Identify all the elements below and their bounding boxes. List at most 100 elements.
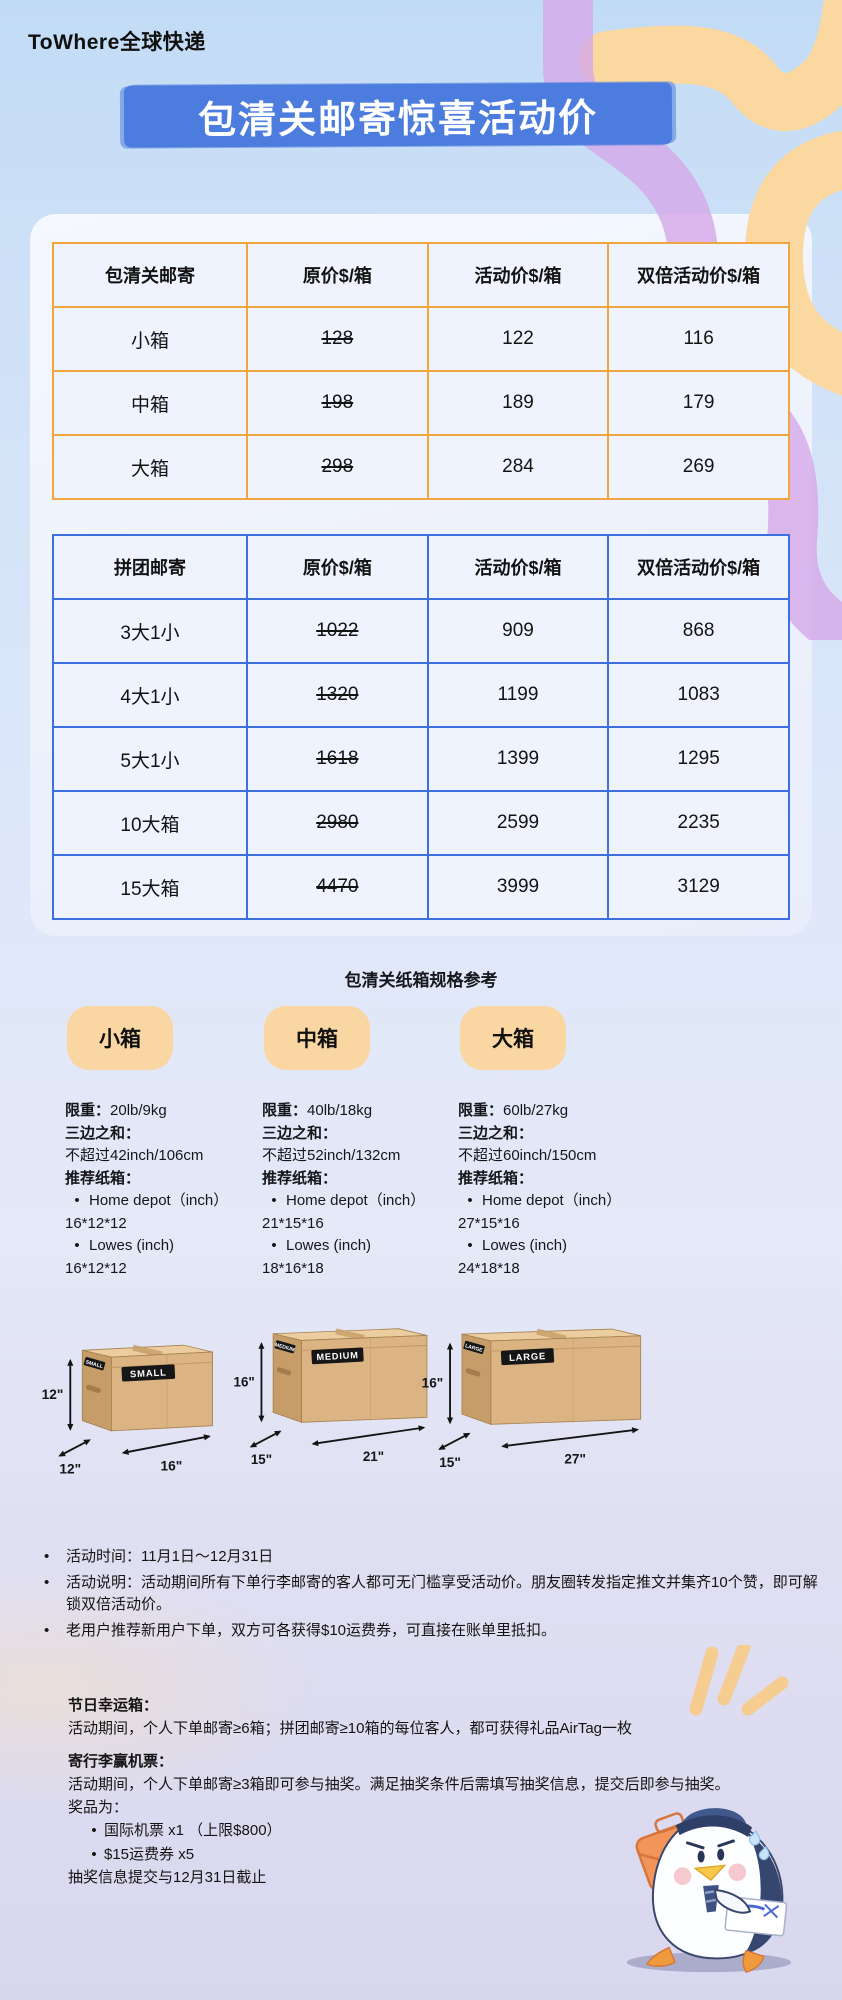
header-cell: 原价$/箱 [246,534,429,600]
row-label-cell: 大箱 [52,434,248,500]
recommend-label-line: 推荐纸箱： [262,1169,338,1187]
header-cell: 双倍活动价$/箱 [607,242,790,308]
header-cell: 包清关邮寄 [52,242,248,308]
recommend-item: • Home depot（inch） [65,1190,252,1213]
double-promo-price-cell: 3129 [607,854,790,920]
price-card: 包清关邮寄 原价$/箱 活动价$/箱 双倍活动价$/箱 小箱 128 122 116 中箱 198… [30,214,812,936]
table-row: 4大1小 1320 1199 1083 [52,662,790,728]
spec-column: 大箱限重：60lb/27kg 三边之和： 不超过60inch/150cm 推荐纸箱： •… [458,1006,658,1280]
prize-item: • $15运费券 x5 [84,1843,813,1866]
recommend-dims: 18*16*18 [262,1259,324,1277]
recommend-name: Home depot（inch） [482,1192,622,1209]
table-row: 10大箱 2980 2599 2235 [52,790,790,856]
recommend-item: • Lowes (inch) [458,1235,648,1258]
table-row: 3大1小 1022 909 868 [52,598,790,664]
brand-logo-text: ToWhere全球快递 [28,31,206,54]
envelope-icon [724,1896,788,1937]
row-label-cell: 小箱 [52,306,248,372]
table-header-row: 拼团邮寄 原价$/箱 活动价$/箱 双倍活动价$/箱 [52,534,790,600]
promo-price-cell: 2599 [426,790,610,856]
prizes-label: 奖品为： [68,1799,129,1816]
svg-text:12": 12" [42,1387,64,1402]
svg-text:LARGE: LARGE [464,1343,483,1354]
recommend-name: Home depot（inch） [89,1192,229,1209]
row-label-cell: 中箱 [52,370,248,436]
original-price-cell: 1022 [246,598,429,664]
recommend-item: • Home depot（inch） [458,1190,648,1213]
note-text: 活动说明：活动期间所有下单行李邮寄的客人都可无门槛享受活动价。朋友圈转发指定推文… [66,1573,818,1614]
recommend-name: Lowes (inch) [482,1237,568,1254]
spec-text: 限重：40lb/18kg 三边之和： 不超过52inch/132cm 推荐纸箱： • Ho… [262,1100,458,1280]
recommend-label-line: 推荐纸箱： [65,1169,141,1187]
double-promo-price-cell: 179 [607,370,790,436]
double-promo-price-cell: 1295 [607,726,790,792]
recommend-dims: 27*15*16 [458,1214,520,1232]
page-title: 包清关邮寄惊喜活动价 [197,97,599,142]
lucky-box-body: 活动期间，个人下单邮寄≥6箱；拼团邮寄≥10箱的每位客人，都可获得礼品AirTa… [68,1720,633,1738]
svg-text:SMALL: SMALL [85,1359,104,1370]
spec-section-heading: 包清关纸箱规格参考 [344,971,498,990]
table-header-row: 包清关邮寄 原价$/箱 活动价$/箱 双倍活动价$/箱 [52,242,790,308]
original-price-cell: 1618 [246,726,429,792]
mascot-shadow [626,1952,792,1973]
prizes-list: • 国际机票 x1 （上限$800） • $15运费券 x5 [68,1819,813,1866]
recommend-item: • Home depot（inch） [262,1190,448,1213]
header-cell: 活动价$/箱 [426,242,610,308]
spec-text: 限重：20lb/9kg 三边之和： 不超过42inch/106cm 推荐纸箱： • Hom… [65,1100,262,1280]
box-size-badge: 大箱 [460,1006,566,1070]
double-promo-price-cell: 868 [607,598,790,664]
row-label-cell: 3大1小 [52,598,248,664]
recommend-name: Home depot（inch） [286,1192,426,1209]
prize-item: • 国际机票 x1 （上限$800） [84,1819,813,1842]
promo-section: 节日幸运箱： 活动期间，个人下单邮寄≥6箱；拼团邮寄≥10箱的每位客人，都可获得… [68,1694,813,1889]
ticket-title: 寄行李赢机票： [68,1752,174,1770]
original-price-cell: 4470 [246,854,429,920]
sum-value-line: 不超过52inch/132cm [262,1147,401,1164]
box-illustration-large: LARGE LARGE 16" 15" 27" [416,1312,656,1472]
header-cell: 活动价$/箱 [426,534,610,600]
sum-value-line: 不超过42inch/106cm [65,1147,204,1164]
table-row: 大箱 298 284 269 [52,434,790,500]
note-item: • 老用户推荐新用户下单，双方可各获得$10运费券，可直接在账单里抵扣。 [40,1620,818,1643]
table-row: 15大箱 4470 3999 3129 [52,854,790,920]
double-promo-price-cell: 269 [607,434,790,500]
note-text: 老用户推荐新用户下单，双方可各获得$10运费券，可直接在账单里抵扣。 [66,1621,557,1639]
group-price-table: 拼团邮寄 原价$/箱 活动价$/箱 双倍活动价$/箱 3大1小 1022 909 868 4大1… [52,534,790,920]
prize-text: 国际机票 x1 （上限$800） [104,1822,282,1840]
background-glow [0,1560,340,1820]
weight-line: 限重：40lb/18kg [262,1102,373,1119]
recommend-label-line: 推荐纸箱： [458,1169,534,1187]
svg-text:MEDIUM: MEDIUM [274,1342,295,1353]
svg-text:27": 27" [564,1451,586,1466]
original-price-cell: 128 [246,306,429,372]
original-price-cell: 298 [246,434,429,500]
recommend-dims: 24*18*18 [458,1259,520,1277]
table-row: 5大1小 1618 1399 1295 [52,726,790,792]
recommend-item: • Lowes (inch) [262,1235,448,1258]
row-label-cell: 5大1小 [52,726,248,792]
ticket-body: 活动期间，个人下单邮寄≥3箱即可参与抽奖。满足抽奖条件后需填写抽奖信息，提交后即… [68,1775,730,1793]
svg-text:12": 12" [59,1462,81,1477]
sum-label-line: 三边之和： [458,1124,534,1142]
recommend-name: Lowes (inch) [286,1237,372,1254]
svg-text:15": 15" [251,1452,272,1467]
svg-text:21": 21" [363,1449,384,1464]
original-price-cell: 2980 [246,790,429,856]
recommend-dims: 21*15*16 [262,1214,324,1232]
promo-price-cell: 1199 [426,662,610,728]
svg-text:16": 16" [161,1458,183,1473]
original-price-cell: 1320 [246,662,429,728]
spec-text: 限重：60lb/27kg 三边之和： 不超过60inch/150cm 推荐纸箱： • Ho… [458,1100,658,1280]
double-promo-price-cell: 1083 [607,662,790,728]
recommend-item: • Lowes (inch) [65,1235,252,1258]
promo-price-cell: 1399 [426,726,610,792]
svg-text:MEDIUM: MEDIUM [316,1350,359,1362]
box-illustration-small: SMALL SMALL 12" 12" 16" [36,1328,228,1479]
note-text: 活动时间：11月1日～12月31日 [66,1548,274,1565]
promo-price-cell: 122 [426,306,610,372]
promo-price-cell: 284 [426,434,610,500]
header-cell: 原价$/箱 [246,242,429,308]
table-row: 中箱 198 189 179 [52,370,790,436]
svg-text:LARGE: LARGE [509,1351,546,1363]
